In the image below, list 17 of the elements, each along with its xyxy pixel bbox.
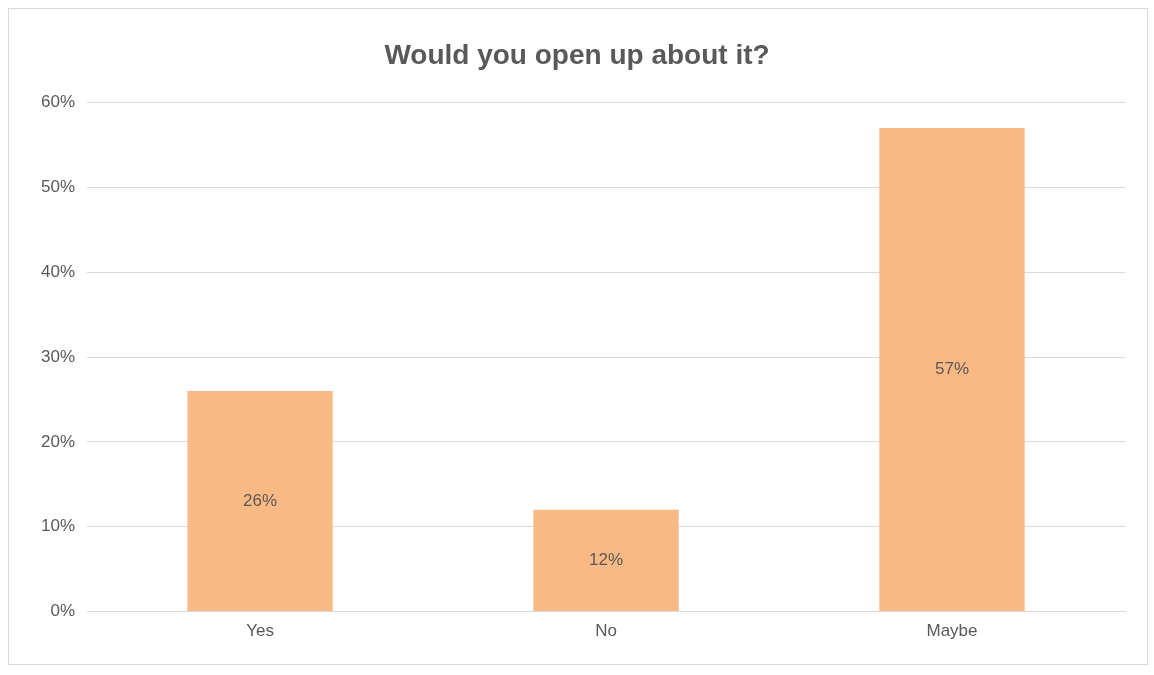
bar [187, 391, 333, 612]
data-label: 57% [934, 359, 970, 379]
data-label: 12% [589, 550, 624, 570]
bar [879, 128, 1025, 612]
y-tick-label: 30% [40, 346, 76, 366]
chart-title: Would you open up about it? [384, 38, 770, 70]
x-tick-label: Yes [246, 621, 274, 641]
x-tick-label: No [595, 621, 617, 641]
y-tick-label: 0% [50, 601, 76, 621]
bar [533, 509, 679, 612]
data-label: 26% [243, 490, 278, 510]
y-tick-label: 50% [40, 177, 76, 197]
y-tick-label: 40% [40, 261, 76, 281]
y-tick-label: 60% [40, 92, 76, 112]
x-tick-label: Maybe [926, 621, 978, 641]
y-tick-label: 10% [40, 516, 76, 536]
y-tick-label: 20% [40, 431, 76, 451]
